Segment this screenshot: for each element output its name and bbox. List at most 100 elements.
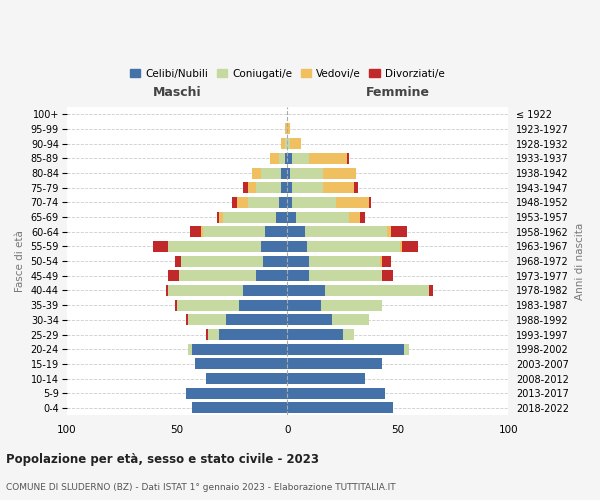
Bar bbox=[193, 344, 287, 354]
Bar bbox=[186, 388, 287, 399]
Bar bbox=[347, 153, 349, 164]
Bar bbox=[287, 344, 404, 354]
Bar bbox=[310, 256, 380, 266]
Bar bbox=[281, 168, 287, 178]
Bar bbox=[360, 212, 365, 222]
Bar bbox=[243, 182, 248, 193]
Bar bbox=[287, 241, 307, 252]
Bar bbox=[239, 300, 287, 310]
Bar bbox=[307, 241, 400, 252]
Bar bbox=[261, 168, 281, 178]
Bar bbox=[263, 256, 287, 266]
Bar bbox=[188, 314, 226, 326]
Bar bbox=[290, 168, 323, 178]
Bar bbox=[343, 329, 353, 340]
Bar bbox=[248, 182, 256, 193]
Bar bbox=[166, 285, 168, 296]
Bar bbox=[277, 212, 287, 222]
Bar bbox=[310, 270, 382, 281]
Bar bbox=[310, 153, 347, 164]
Bar bbox=[181, 256, 263, 266]
Bar bbox=[168, 241, 261, 252]
Bar bbox=[387, 226, 391, 237]
Bar bbox=[265, 226, 287, 237]
Bar bbox=[243, 285, 287, 296]
Bar bbox=[223, 212, 277, 222]
Bar bbox=[369, 197, 371, 208]
Bar bbox=[168, 285, 243, 296]
Bar bbox=[201, 226, 203, 237]
Bar bbox=[287, 314, 332, 326]
Bar bbox=[287, 168, 290, 178]
Bar bbox=[336, 197, 369, 208]
Bar bbox=[219, 212, 223, 222]
Bar bbox=[287, 388, 385, 399]
Bar bbox=[206, 329, 208, 340]
Bar bbox=[287, 402, 394, 413]
Bar bbox=[296, 212, 349, 222]
Bar bbox=[287, 373, 365, 384]
Bar bbox=[270, 153, 278, 164]
Bar bbox=[349, 212, 360, 222]
Bar bbox=[325, 285, 429, 296]
Bar bbox=[382, 256, 391, 266]
Bar bbox=[332, 314, 369, 326]
Bar bbox=[287, 285, 325, 296]
Bar bbox=[287, 329, 343, 340]
Bar bbox=[380, 256, 382, 266]
Bar bbox=[278, 197, 287, 208]
Bar bbox=[217, 212, 219, 222]
Bar bbox=[186, 314, 188, 326]
Y-axis label: Fasce di età: Fasce di età bbox=[15, 230, 25, 292]
Bar bbox=[287, 182, 292, 193]
Bar bbox=[256, 270, 287, 281]
Text: COMUNE DI SLUDERNO (BZ) - Dati ISTAT 1° gennaio 2023 - Elaborazione TUTTITALIA.I: COMUNE DI SLUDERNO (BZ) - Dati ISTAT 1° … bbox=[6, 483, 395, 492]
Bar bbox=[382, 270, 394, 281]
Bar bbox=[188, 344, 193, 354]
Bar bbox=[287, 138, 290, 149]
Bar bbox=[285, 124, 287, 134]
Bar bbox=[278, 153, 285, 164]
Bar bbox=[252, 168, 261, 178]
Bar bbox=[168, 270, 179, 281]
Bar bbox=[323, 182, 353, 193]
Bar bbox=[206, 373, 287, 384]
Bar bbox=[287, 358, 382, 370]
Y-axis label: Anni di nascita: Anni di nascita bbox=[575, 222, 585, 300]
Bar bbox=[292, 153, 310, 164]
Bar bbox=[193, 402, 287, 413]
Text: Popolazione per età, sesso e stato civile - 2023: Popolazione per età, sesso e stato civil… bbox=[6, 452, 319, 466]
Bar bbox=[400, 241, 402, 252]
Bar bbox=[287, 197, 292, 208]
Bar bbox=[292, 182, 323, 193]
Bar bbox=[292, 197, 336, 208]
Bar bbox=[287, 270, 310, 281]
Bar bbox=[287, 212, 296, 222]
Bar bbox=[203, 226, 265, 237]
Bar bbox=[236, 197, 248, 208]
Bar bbox=[248, 197, 278, 208]
Bar bbox=[429, 285, 433, 296]
Text: Maschi: Maschi bbox=[152, 86, 202, 99]
Bar bbox=[232, 197, 236, 208]
Bar bbox=[287, 256, 310, 266]
Bar bbox=[261, 241, 287, 252]
Bar bbox=[290, 138, 301, 149]
Bar bbox=[226, 314, 287, 326]
Bar bbox=[287, 300, 320, 310]
Bar bbox=[152, 241, 168, 252]
Bar bbox=[402, 241, 418, 252]
Bar bbox=[287, 153, 292, 164]
Bar bbox=[177, 300, 239, 310]
Bar bbox=[175, 300, 177, 310]
Bar bbox=[305, 226, 387, 237]
Bar bbox=[285, 138, 287, 149]
Bar bbox=[281, 182, 287, 193]
Legend: Celibi/Nubili, Coniugati/e, Vedovi/e, Divorziati/e: Celibi/Nubili, Coniugati/e, Vedovi/e, Di… bbox=[126, 64, 449, 82]
Bar bbox=[175, 256, 181, 266]
Bar bbox=[285, 153, 287, 164]
Bar bbox=[194, 358, 287, 370]
Bar bbox=[219, 329, 287, 340]
Bar bbox=[256, 182, 281, 193]
Bar bbox=[281, 138, 285, 149]
